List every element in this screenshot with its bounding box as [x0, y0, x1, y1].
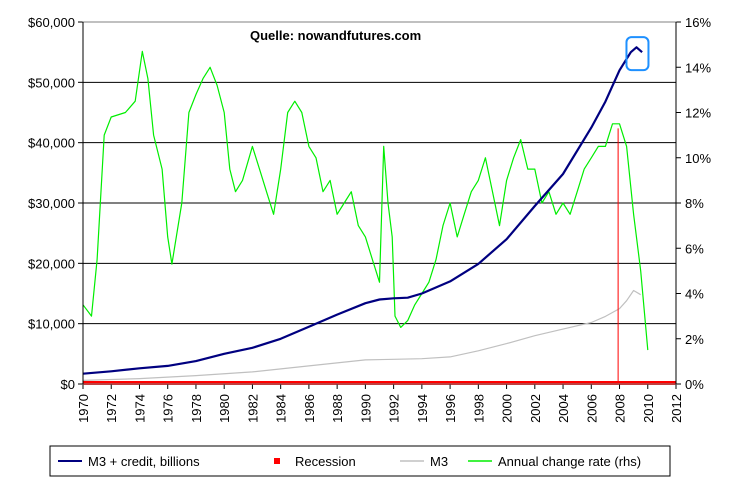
y2-tick-label: 6%	[685, 241, 704, 256]
y2-tick-label: 10%	[685, 151, 711, 166]
series-line-annual-change-rate-rhs	[82, 50, 649, 351]
series-group	[82, 36, 676, 385]
axes: $0 $10,000 $20,000 $30,000 $40,000 $50,000 $60…	[28, 15, 711, 423]
x-tick-label: 1990	[358, 394, 373, 423]
x-tick-label: 2012	[669, 394, 684, 423]
x-tick-label: 1992	[387, 394, 402, 423]
legend-swatch	[274, 458, 280, 464]
legend-label: Recession	[295, 454, 356, 469]
legend-item-annual-change-rate-rhs: Annual change rate (rhs)	[468, 454, 641, 469]
legend-label: M3	[430, 454, 448, 469]
x-tick-label: 1974	[132, 394, 147, 423]
x-tick-label: 2006	[584, 394, 599, 423]
x-tick-label: 2008	[613, 394, 628, 423]
x-tick-label: 1972	[104, 394, 119, 423]
x-tick-label: 1988	[330, 394, 345, 423]
highlight-box	[625, 36, 650, 72]
x-tick-label: 1978	[189, 394, 204, 423]
y2-tick-label: 8%	[685, 196, 704, 211]
x-tick-label: 1970	[76, 394, 91, 423]
y-tick-label: $0	[61, 377, 75, 392]
x-tick-label: 1994	[415, 394, 430, 423]
y2-tick-label: 14%	[685, 60, 711, 75]
y2-tick-label: 12%	[685, 106, 711, 121]
y2-tick-label: 16%	[685, 15, 711, 30]
x-tick-label: 1998	[471, 394, 486, 423]
y-tick-label: $50,000	[28, 75, 75, 90]
series-line-m3-credit-billions	[82, 46, 643, 375]
y-tick-label: $40,000	[28, 136, 75, 151]
legend-item-m3: M3	[400, 454, 448, 469]
legend-box	[49, 445, 671, 477]
x-tick-label: 2010	[641, 394, 656, 423]
x-tick-label: 1984	[274, 394, 289, 423]
x-tick-label: 1982	[245, 394, 260, 423]
source-annotation: Quelle: nowandfutures.com	[250, 28, 421, 43]
legend-item-recession: Recession	[274, 454, 356, 469]
x-tick-label: 1996	[443, 394, 458, 423]
y-tick-label: $20,000	[28, 256, 75, 271]
x-tick-label: 2000	[500, 394, 515, 423]
legend: M3 + credit, billions Recession M3 Annual c…	[49, 445, 671, 477]
x-tick-label: 1976	[161, 394, 176, 423]
y2-tick-label: 2%	[685, 332, 704, 347]
legend-label: M3 + credit, billions	[88, 454, 200, 469]
x-tick-label: 2002	[528, 394, 543, 423]
legend-item-m3-credit-billions: M3 + credit, billions	[58, 454, 200, 469]
y-tick-label: $10,000	[28, 317, 75, 332]
x-tick-label: 2004	[556, 394, 571, 423]
y2-tick-label: 4%	[685, 287, 704, 302]
y2-tick-label: 0%	[685, 377, 704, 392]
legend-label: Annual change rate (rhs)	[498, 454, 641, 469]
series-line-m3	[82, 289, 642, 381]
x-tick-label: 1980	[217, 394, 232, 423]
y-tick-label: $30,000	[28, 196, 75, 211]
x-tick-label: 1986	[302, 394, 317, 423]
y-tick-label: $60,000	[28, 15, 75, 30]
